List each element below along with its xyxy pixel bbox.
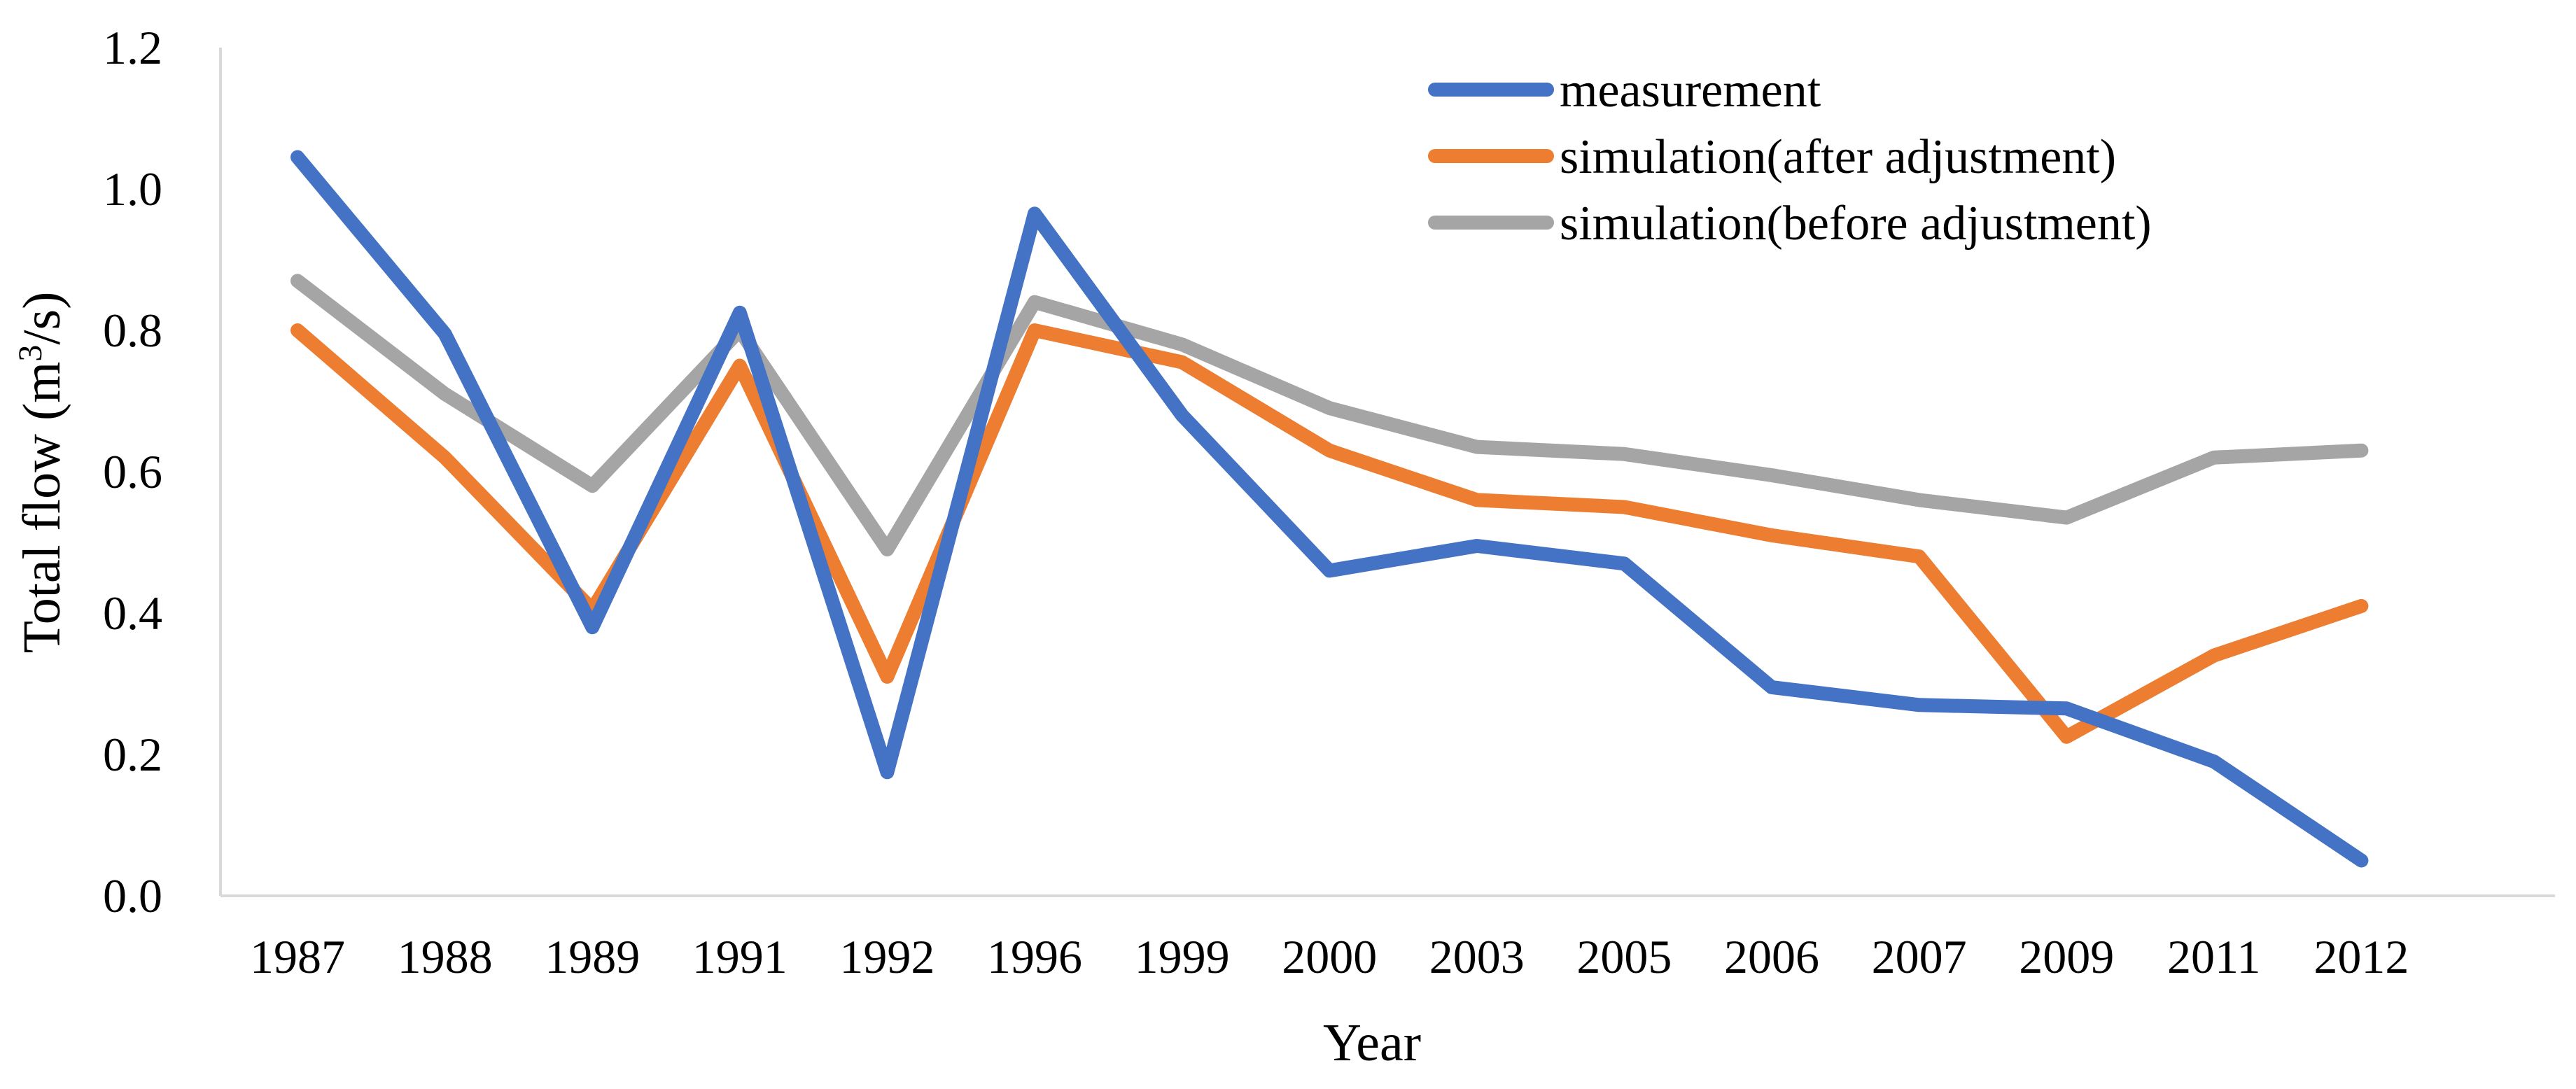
x-tick-labels: 1987 1988 1989 1991 1992 1996 1999 2000 2003 2005… — [250, 930, 2409, 983]
series-lines — [290, 150, 2369, 868]
legend: measurement simulation(after adjustment) s… — [1428, 64, 2152, 251]
legend-label-simulation-after-adjustment: simulation(after adjustment) — [1560, 130, 2116, 184]
x-tick-label: 1992 — [839, 930, 934, 983]
legend-label-simulation-before-adjustment: simulation(before adjustment) — [1560, 197, 2152, 251]
y-axis-title-main: Total flow (m — [13, 362, 71, 654]
y-tick-label: 0.6 — [103, 445, 162, 498]
x-tick-label: 2006 — [1724, 930, 1819, 983]
y-tick-label: 0.8 — [103, 304, 162, 357]
y-tick-labels: 0.0 0.2 0.4 0.6 0.8 1.0 1.2 — [103, 21, 162, 922]
x-tick-label: 2007 — [1872, 930, 1967, 983]
x-tick-label: 1987 — [250, 930, 345, 983]
series-line-simulation-before-adjustment — [290, 274, 2369, 557]
x-tick-label: 1996 — [987, 930, 1082, 983]
y-axis-title-unit: /s) — [13, 292, 71, 345]
y-tick-label: 0.2 — [103, 728, 162, 781]
legend-label-measurement: measurement — [1560, 64, 1821, 118]
x-tick-label: 1999 — [1135, 930, 1230, 983]
x-tick-label: 2005 — [1576, 930, 1672, 983]
y-tick-label: 0.0 — [103, 869, 162, 922]
x-tick-label: 1988 — [398, 930, 493, 983]
x-tick-label: 2009 — [2019, 930, 2114, 983]
x-tick-label: 2000 — [1282, 930, 1377, 983]
y-axis-title: Total flow (m3/s) — [12, 292, 71, 654]
series-line-simulation-after-adjustment — [290, 323, 2369, 744]
x-tick-label: 2012 — [2314, 930, 2409, 983]
y-tick-label: 0.4 — [103, 586, 162, 640]
x-tick-label: 2011 — [2167, 930, 2260, 983]
x-axis-title: Year — [1323, 1013, 1421, 1072]
x-tick-label: 2003 — [1429, 930, 1525, 983]
y-tick-label: 1.0 — [103, 162, 162, 216]
x-tick-label: 1991 — [692, 930, 788, 983]
series-line-measurement — [290, 150, 2369, 868]
y-axis-title-superscript: 3 — [12, 345, 49, 362]
axes — [219, 48, 2555, 897]
y-tick-label: 1.2 — [103, 21, 162, 74]
x-tick-label: 1989 — [545, 930, 640, 983]
